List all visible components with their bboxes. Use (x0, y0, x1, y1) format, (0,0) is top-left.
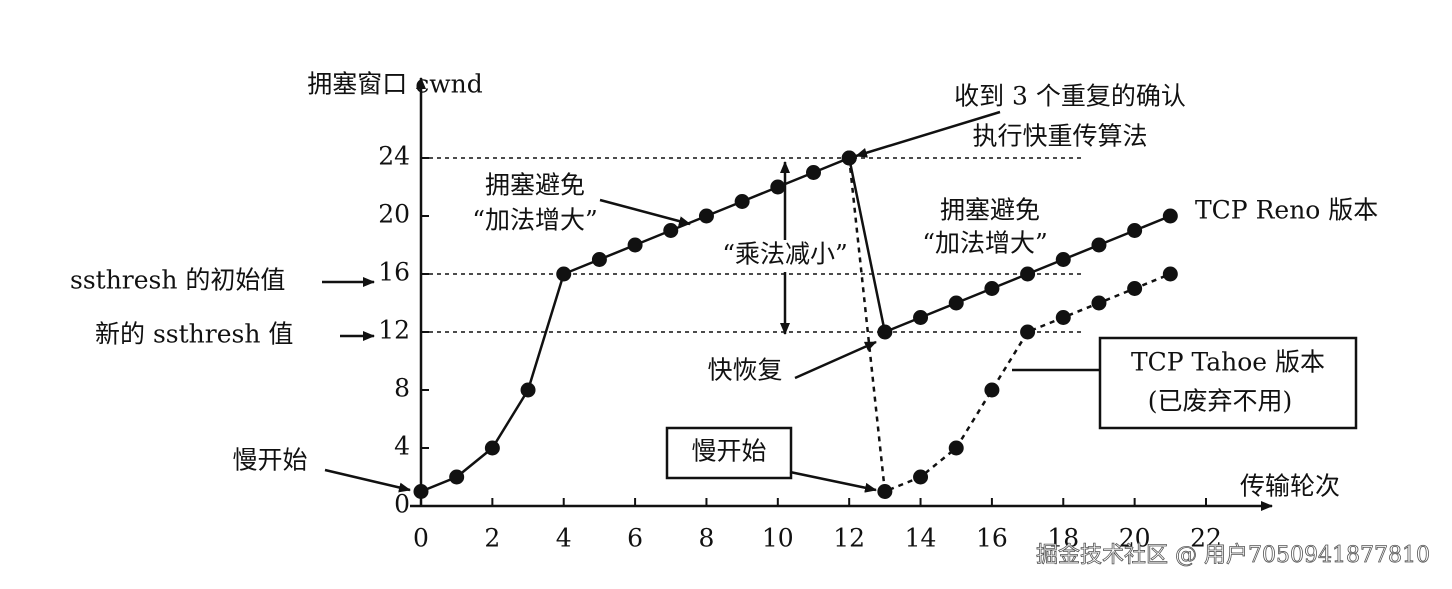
annotation: 收到 3 个重复的确认 (954, 82, 1186, 111)
series-line (420, 156, 1171, 493)
data-point (948, 295, 964, 311)
label-box (665, 426, 793, 480)
watermark: 掘金技术社区 @ 用户7050941877810 (1036, 543, 1430, 568)
x-tick-label: 4 (556, 524, 572, 553)
x-tick-label: 10 (762, 524, 794, 553)
data-point (877, 324, 893, 340)
y-tick-label: 24 (378, 142, 410, 171)
data-point (877, 484, 893, 499)
annotation: 慢开始 (232, 446, 307, 475)
data-point (1127, 223, 1143, 238)
series-label: TCP Reno 版本 (1195, 196, 1378, 225)
annotation: 新的 ssthresh 值 (95, 320, 293, 349)
x-tick-label: 20 (1119, 524, 1151, 553)
data-point (413, 484, 429, 499)
data-point (1091, 237, 1107, 253)
annotation: “加法增大” (472, 206, 598, 235)
data-point (1162, 266, 1178, 282)
data-point (1127, 281, 1143, 296)
data-point (484, 440, 500, 456)
annotation: “加法增大” (922, 229, 1048, 258)
data-point (449, 469, 465, 485)
data-point (627, 237, 643, 253)
data-point (591, 252, 607, 267)
arrow (794, 340, 877, 380)
data-point (1162, 208, 1178, 224)
x-tick-label: 16 (976, 524, 1008, 553)
arrow (324, 468, 411, 493)
data-point (770, 179, 786, 195)
annotation: 快恢复 (707, 356, 782, 385)
x-tick-label: 12 (833, 524, 865, 553)
annotation: 执行快重传算法 (972, 122, 1147, 151)
annotation: ssthresh 的初始值 (70, 266, 285, 295)
x-tick-label: 14 (905, 524, 937, 553)
data-point (663, 223, 679, 238)
data-point (948, 440, 964, 456)
x-tick-label: 8 (699, 524, 715, 553)
data-point (520, 382, 536, 398)
arrow (789, 470, 877, 493)
x-tick-label: 22 (1190, 524, 1222, 553)
y-tick-label: 12 (378, 316, 410, 345)
y-tick-label: 16 (378, 258, 410, 287)
annotation: 拥塞避免 (940, 196, 1040, 225)
y-tick-label: 20 (378, 200, 410, 229)
annotation: 拥塞避免 (485, 171, 585, 200)
data-point (556, 266, 572, 282)
series-line (847, 157, 1171, 494)
x-tick-label: 18 (1047, 524, 1079, 553)
annotation: 慢开始 (691, 437, 766, 466)
annotation: (已废弃不用) (1148, 387, 1293, 416)
data-point (806, 165, 821, 180)
data-point (1055, 310, 1071, 325)
label-box (1098, 336, 1358, 430)
x-axis-label: 传输轮次 (1240, 472, 1340, 501)
y-tick-label: 4 (394, 432, 410, 461)
data-point (841, 150, 857, 166)
data-point (984, 281, 1000, 296)
y-axis-label: 拥塞窗口 cwnd (307, 70, 482, 99)
data-point (913, 310, 929, 325)
data-point (698, 208, 714, 224)
annotation: “乘法减小” (722, 240, 848, 269)
x-tick-label: 2 (484, 524, 500, 553)
series-label: TCP Tahoe 版本 (1131, 348, 1325, 377)
data-point (1020, 324, 1036, 340)
data-point (984, 382, 1000, 398)
data-point (1091, 295, 1107, 311)
y-tick-label: 0 (394, 490, 410, 519)
x-tick-label: 0 (413, 524, 429, 553)
data-point (1020, 266, 1036, 282)
x-tick-label: 6 (627, 524, 643, 553)
arrow (855, 110, 1001, 158)
data-point (734, 194, 750, 209)
data-point (913, 469, 929, 485)
arrow (599, 198, 691, 226)
y-tick-label: 8 (394, 374, 410, 403)
data-point (1055, 252, 1071, 267)
